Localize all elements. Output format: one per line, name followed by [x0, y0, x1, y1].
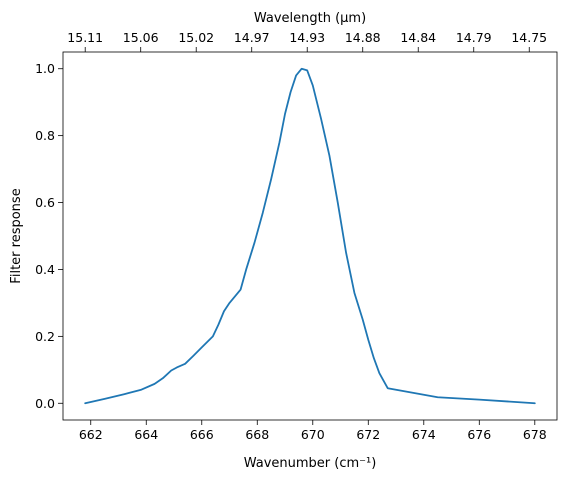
y-axis-label: Filter response — [9, 188, 24, 283]
top-tick-label: 14.79 — [456, 30, 492, 45]
plot-frame — [62, 51, 558, 421]
x-tick-label: 672 — [356, 427, 380, 442]
x-tick-label: 676 — [467, 427, 491, 442]
x-tick-label: 668 — [245, 427, 269, 442]
y-tick-label: 0.0 — [35, 396, 55, 411]
series-layer — [84, 67, 536, 405]
top-tick-label: 14.75 — [511, 30, 547, 45]
top-tick-label: 14.93 — [289, 30, 325, 45]
top-tick-label: 15.11 — [67, 30, 103, 45]
y-tick-label: 0.6 — [35, 195, 55, 210]
x-tick-label: 666 — [190, 427, 214, 442]
x-tick-label: 664 — [134, 427, 158, 442]
x-tick-label: 678 — [523, 427, 547, 442]
y-tick-label: 0.8 — [35, 128, 55, 143]
top-tick-label: 14.97 — [234, 30, 270, 45]
top-tick-label: 14.84 — [400, 30, 436, 45]
y-tick-label: 1.0 — [35, 61, 55, 76]
x-axis-label: Wavenumber (cm⁻¹) — [244, 456, 377, 471]
ticks-layer: 662 664 666 668 670 672 674 676 678 0.0 0.2 0.4 0.6 0… — [35, 30, 547, 442]
top-tick-label: 15.06 — [123, 30, 159, 45]
x-tick-label: 662 — [79, 427, 103, 442]
x-tick-label: 674 — [412, 427, 436, 442]
top-tick-label: 14.88 — [345, 30, 381, 45]
top-axis-label: Wavelength (μm) — [254, 11, 366, 26]
top-tick-label: 15.02 — [178, 30, 214, 45]
x-tick-label: 670 — [301, 427, 325, 442]
y-tick-label: 0.2 — [35, 329, 55, 344]
y-tick-label: 0.4 — [35, 262, 55, 277]
filter-response-line — [84, 67, 536, 405]
